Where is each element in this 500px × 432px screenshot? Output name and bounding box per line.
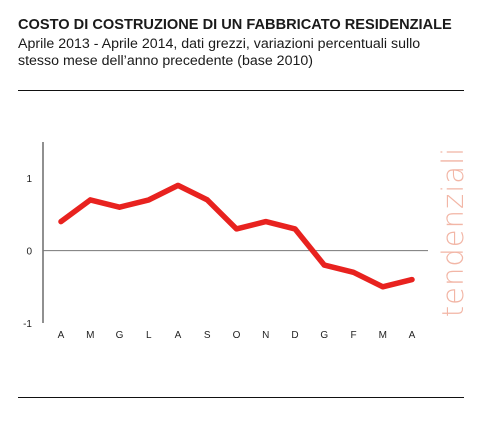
x-tick-label: M [379,330,387,341]
top-divider [18,90,464,91]
x-tick-label: O [233,330,241,341]
x-tick-label: D [291,330,298,341]
data-point [263,219,269,225]
x-tick-label: G [116,330,124,341]
y-tick-labels: 1 0 -1 [23,174,32,330]
bottom-divider [18,397,464,398]
data-point [380,284,386,290]
data-point [175,182,181,188]
data-point [117,204,122,210]
x-tick-label: M [86,330,94,341]
data-point [87,197,93,203]
data-point [409,277,415,283]
x-tick-label: A [58,330,65,341]
x-tick-label: G [320,330,328,341]
x-tick-label: F [350,330,356,341]
data-point [292,226,298,232]
y-tick-label: 0 [26,247,32,258]
x-tick-label: L [146,330,152,341]
x-tick-label: N [262,330,269,341]
data-point [351,269,356,275]
y-tick-label: 1 [26,174,32,185]
series-lines [58,182,415,290]
data-point [146,197,152,203]
y-tick-label: -1 [23,319,32,330]
data-point [234,226,239,232]
data-point [58,219,64,225]
x-tick-label: A [409,330,416,341]
series-line [58,182,415,290]
chart-subtitle: Aprile 2013 - Aprile 2014, dati grezzi, … [18,36,421,69]
chart-title: COSTO DI COSTRUZIONE DI UN FABBRICATO RE… [18,17,452,33]
data-point [204,197,210,203]
x-tick-label: A [175,330,182,341]
side-label-tendenziali: tendenziali [436,146,470,318]
x-tick-label: S [204,330,211,341]
data-point [321,262,327,268]
